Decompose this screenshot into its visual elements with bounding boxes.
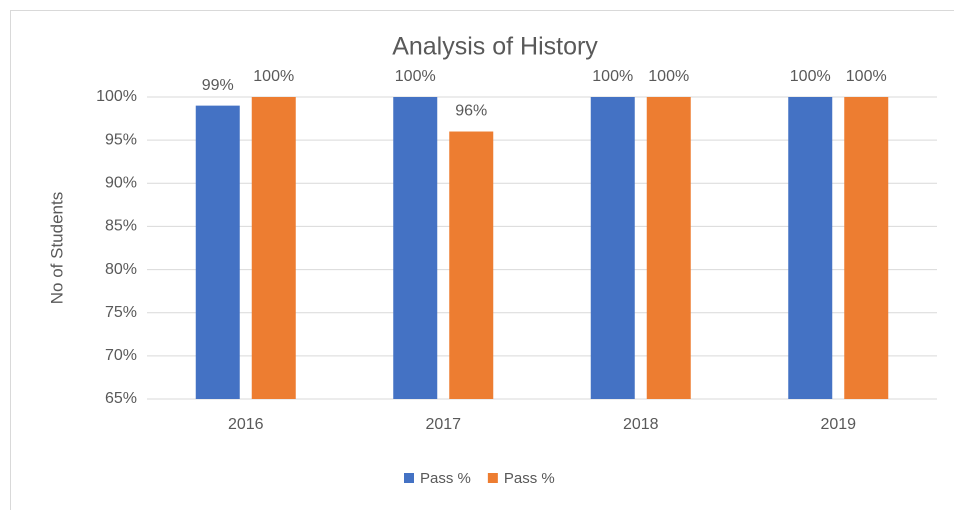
y-tick-label: 65%	[105, 390, 137, 407]
y-axis-label: No of Students	[47, 192, 66, 304]
data-label: 100%	[253, 68, 294, 85]
y-tick-label: 70%	[105, 347, 137, 364]
x-tick-label: 2018	[623, 416, 659, 433]
data-label: 100%	[592, 68, 633, 85]
y-tick-label: 95%	[105, 131, 137, 148]
bar	[251, 97, 296, 399]
bar	[844, 97, 889, 399]
data-label: 99%	[202, 77, 234, 94]
x-tick-label: 2019	[820, 416, 856, 433]
legend-label: Pass %	[504, 470, 555, 487]
y-tick-label: 85%	[105, 218, 137, 235]
data-label: 100%	[790, 68, 831, 85]
data-label: 100%	[846, 68, 887, 85]
data-label: 96%	[455, 103, 487, 120]
y-tick-label: 75%	[105, 304, 137, 321]
y-tick-label: 90%	[105, 175, 137, 192]
bar	[195, 105, 240, 399]
chart-title: Analysis of History	[392, 33, 598, 61]
bar	[646, 97, 691, 399]
y-tick-label: 80%	[105, 261, 137, 278]
bar	[788, 97, 833, 399]
legend-label: Pass %	[420, 470, 471, 487]
x-tick-label: 2016	[228, 416, 264, 433]
bar	[393, 97, 438, 399]
legend-swatch	[404, 473, 414, 483]
bar	[590, 97, 635, 399]
data-label: 100%	[395, 68, 436, 85]
bar	[449, 131, 494, 399]
chart-border	[10, 10, 954, 510]
legend-swatch	[487, 473, 498, 483]
y-tick-label: 100%	[96, 88, 137, 105]
x-tick-label: 2017	[425, 416, 461, 433]
data-label: 100%	[648, 68, 689, 85]
